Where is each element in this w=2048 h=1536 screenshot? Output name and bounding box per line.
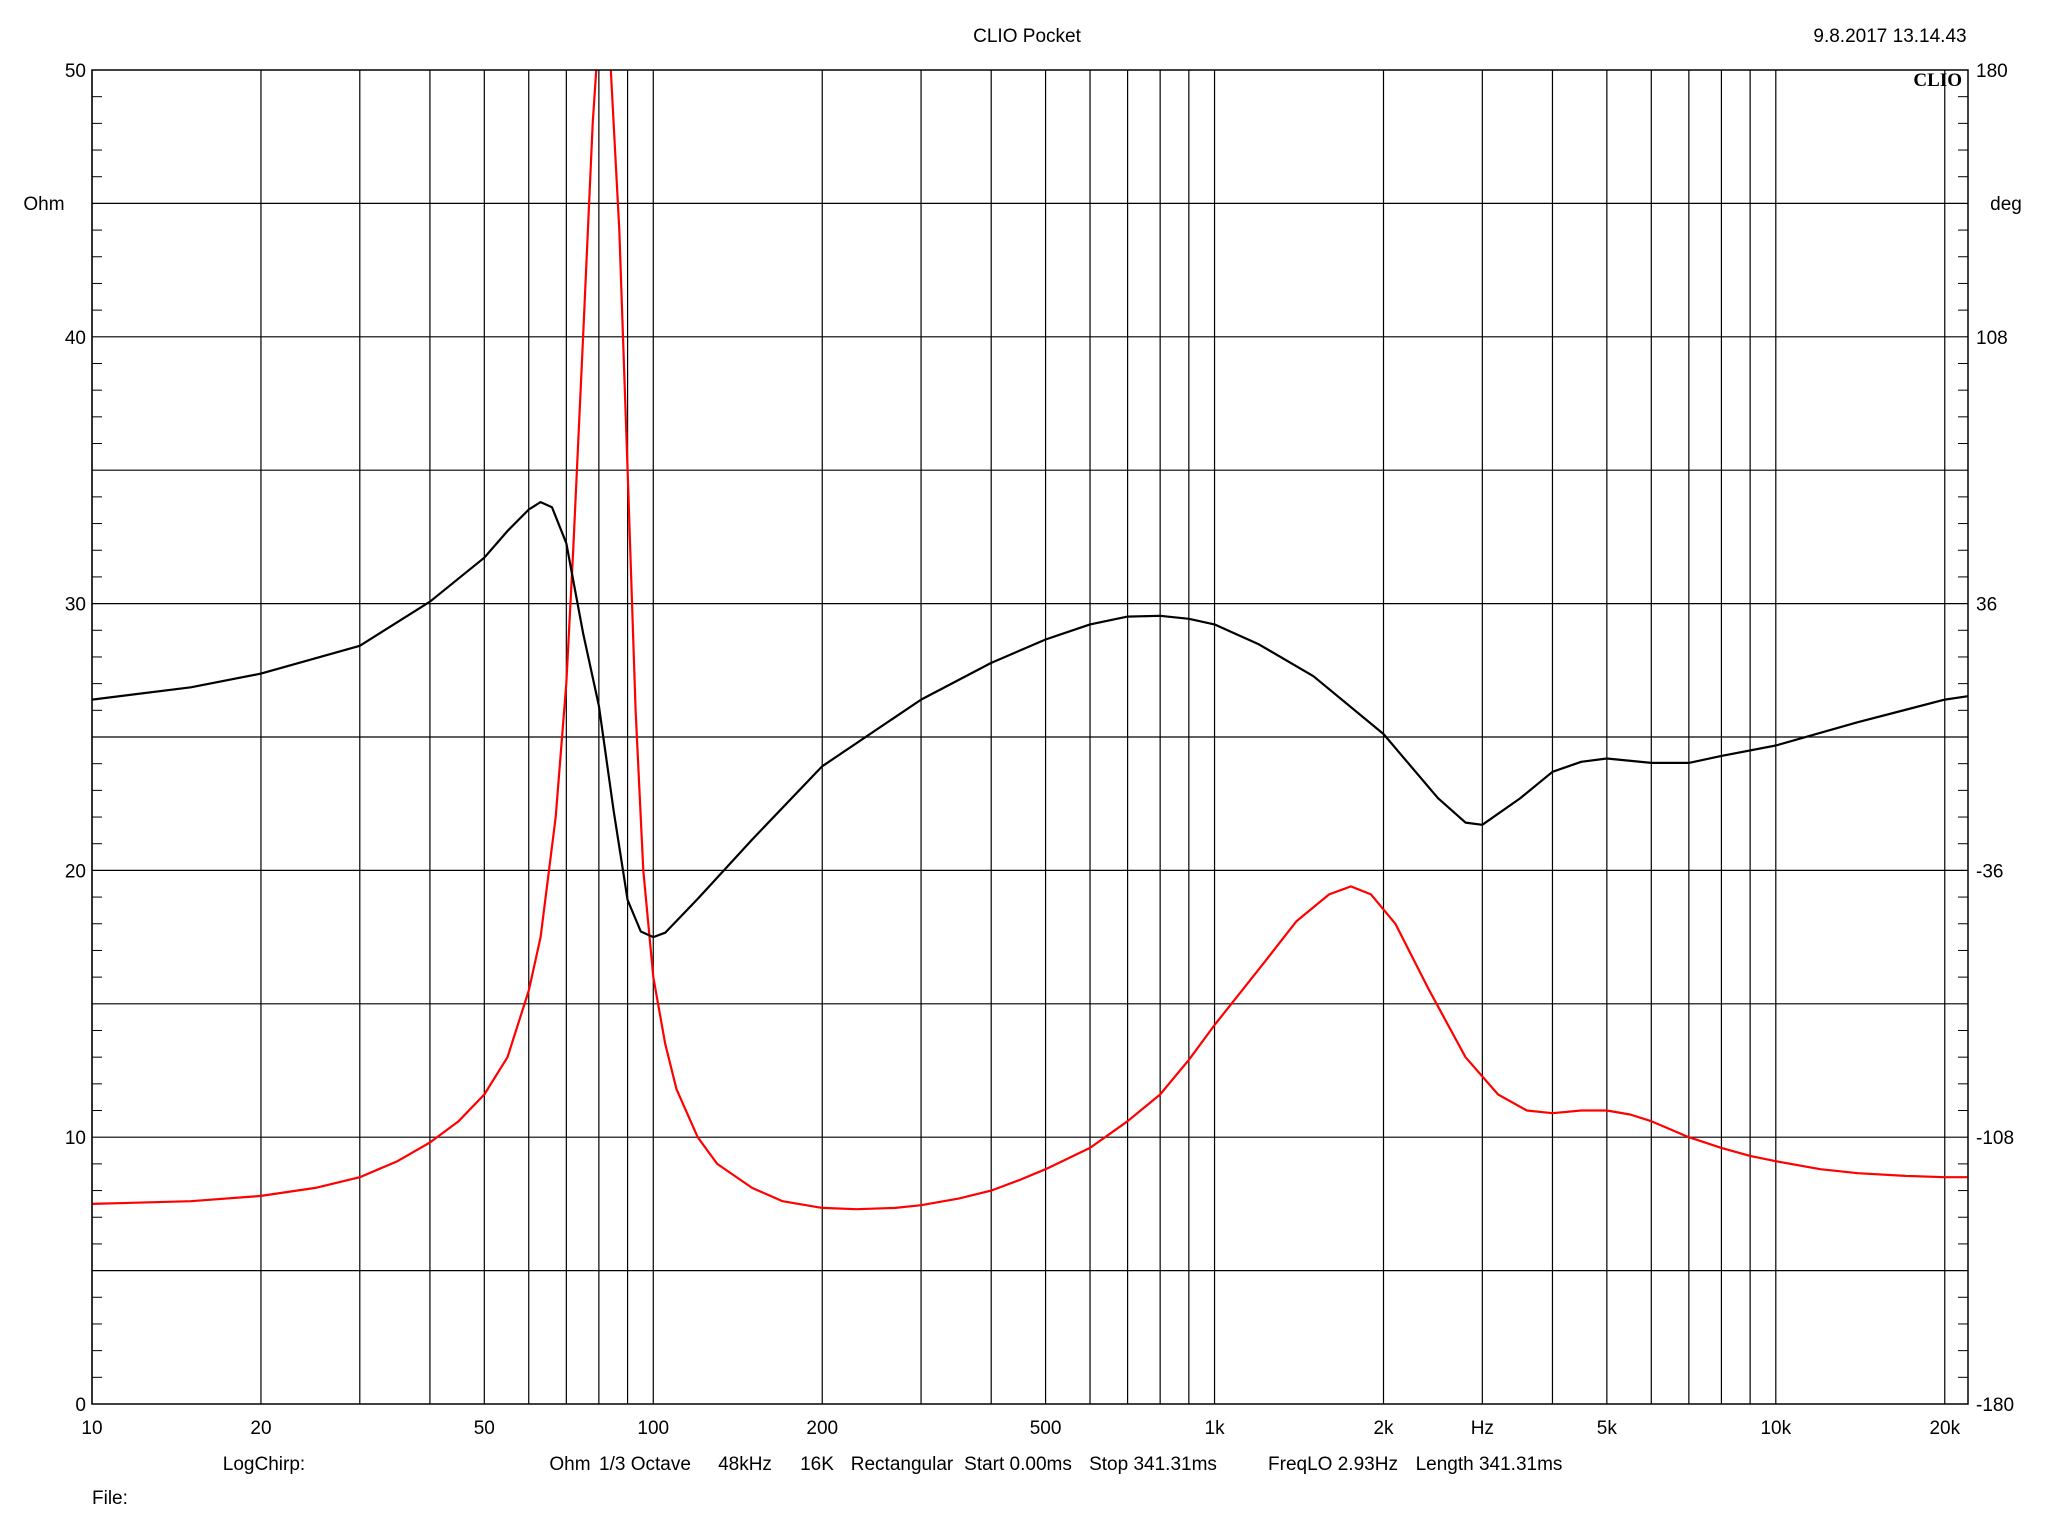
grid-lines bbox=[91, 70, 1968, 1404]
plot-frame bbox=[91, 69, 1969, 1405]
footer-param: 48kHz bbox=[718, 1454, 772, 1475]
footer-param: Stop 341.31ms bbox=[1089, 1454, 1217, 1475]
timestamp: 9.8.2017 13.14.43 bbox=[1813, 26, 1966, 47]
x-tick-label: 10k bbox=[1760, 1418, 1791, 1439]
x-tick-label: 5k bbox=[1597, 1418, 1618, 1439]
measurement-parameters: LogChirp: Ohm 1/3 Octave 48kHz 16K Rectangula… bbox=[223, 1454, 1563, 1475]
x-tick-label: 100 bbox=[637, 1418, 669, 1439]
y-tick-label-left: 30 bbox=[65, 595, 86, 616]
y-axis-left-label: Ohm bbox=[23, 194, 64, 215]
y-tick-label-right: 36 bbox=[1976, 595, 1997, 616]
footer-param: Length 341.31ms bbox=[1416, 1454, 1563, 1475]
footer-param: Start 0.00ms bbox=[964, 1454, 1072, 1475]
x-tick-label: 200 bbox=[806, 1418, 838, 1439]
y-tick-label-right: 108 bbox=[1976, 328, 2008, 349]
x-tick-label: 20 bbox=[250, 1418, 271, 1439]
x-tick-label: 10 bbox=[81, 1418, 102, 1439]
y-tick-label-right: 180 bbox=[1976, 61, 2008, 82]
y-tick-label-left: 40 bbox=[65, 328, 86, 349]
x-tick-label: 50 bbox=[474, 1418, 495, 1439]
x-tick-label: 1k bbox=[1205, 1418, 1226, 1439]
footer-param: Ohm bbox=[549, 1454, 590, 1475]
x-tick-label: 20k bbox=[1929, 1418, 1960, 1439]
y-tick-label-right: -36 bbox=[1976, 861, 2003, 882]
y-tick-label-left: 0 bbox=[75, 1395, 86, 1416]
y-tick-label-left: 50 bbox=[65, 61, 86, 82]
footer-param: 1/3 Octave bbox=[599, 1454, 691, 1475]
footer-param: LogChirp: bbox=[223, 1454, 305, 1475]
x-tick-label: Hz bbox=[1471, 1418, 1494, 1439]
y-tick-label-right: -108 bbox=[1976, 1128, 2014, 1149]
series-line-red bbox=[92, 70, 1968, 1211]
footer-param: 16K bbox=[800, 1454, 834, 1475]
series-line-black bbox=[92, 501, 1968, 939]
footer-param: Rectangular bbox=[851, 1454, 954, 1475]
x-tick-label: 500 bbox=[1030, 1418, 1062, 1439]
y-axis-right-label: deg bbox=[1990, 194, 2022, 215]
footer-param: FreqLO 2.93Hz bbox=[1268, 1454, 1398, 1475]
series-group bbox=[92, 70, 1968, 1211]
y-tick-label-right: -180 bbox=[1976, 1395, 2014, 1416]
tick-labels: 10 20 50 100 200 500 1k 2k Hz 5k 10k 20k01020304050… bbox=[65, 61, 2014, 1439]
clio-logo: CLIO bbox=[1913, 70, 1962, 91]
file-label: File: bbox=[92, 1488, 128, 1509]
chart-title: CLIO Pocket bbox=[973, 26, 1081, 47]
x-tick-label: 2k bbox=[1373, 1418, 1394, 1439]
y-tick-label-left: 10 bbox=[65, 1128, 86, 1149]
y-tick-label-left: 20 bbox=[65, 861, 86, 882]
